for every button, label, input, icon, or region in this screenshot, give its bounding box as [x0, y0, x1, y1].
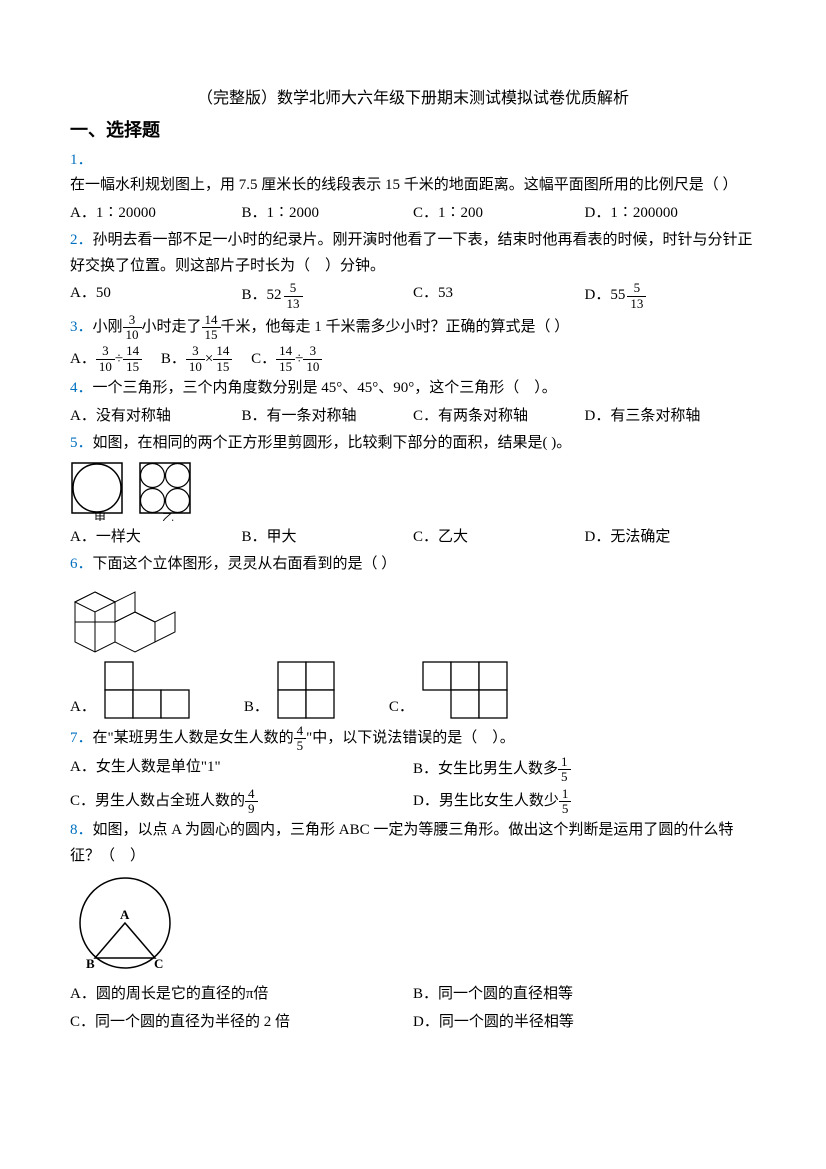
svg-text:B: B — [86, 956, 95, 971]
q5-optD: D．无法确定 — [585, 525, 757, 551]
q6-optA: A． — [70, 661, 194, 721]
question-6: 6．下面这个立体图形，灵灵从右面看到的是（ ） — [70, 552, 756, 578]
q4-options: A．没有对称轴 B．有一条对称轴 C．有两条对称轴 D．有三条对称轴 — [70, 404, 756, 430]
q7-options-1: A．女生人数是单位"1" B．女生比男生人数多15 — [70, 755, 756, 785]
q8-optD: D．同一个圆的半径相等 — [413, 1010, 756, 1036]
q6-options: A． B． C． — [70, 661, 756, 721]
q2-text: 孙明去看一部不足一小时的纪录片。刚开演时他看了一下表，结束时他再看表的时候，时针… — [70, 232, 753, 274]
question-5: 5．如图，在相同的两个正方形里剪圆形，比较剩下部分的面积，结果是( )。 — [70, 431, 756, 457]
question-2: 2．孙明去看一部不足一小时的纪录片。刚开演时他看了一下表，结束时他再看表的时候，… — [70, 228, 756, 279]
q5-num: 5． — [70, 435, 93, 451]
svg-text:乙: 乙 — [162, 511, 174, 521]
q8-text: 如图，以点 A 为圆心的圆内，三角形 ABC 一定为等腰三角形。做出这个判断是运… — [70, 822, 733, 864]
doc-title: （完整版）数学北师大六年级下册期末测试模拟试卷优质解析 — [70, 85, 756, 112]
q1-num: 1． — [70, 152, 93, 168]
q8-options-2: C．同一个圆的直径为半径的 2 倍 D．同一个圆的半径相等 — [70, 1010, 756, 1036]
q4-optD: D．有三条对称轴 — [585, 404, 757, 430]
q2-options: A．50 B．52513 C．53 D．55513 — [70, 281, 756, 311]
q2-optD: D．55513 — [585, 281, 757, 311]
q2-optC: C．53 — [413, 281, 585, 311]
q1-optA: A．1∶20000 — [70, 201, 242, 227]
q6-text: 下面这个立体图形，灵灵从右面看到的是（ ） — [93, 556, 397, 572]
question-7: 7．在"某班男生人数是女生人数的45"中，以下说法错误的是（ ）。 — [70, 724, 756, 754]
q8-optA: A．圆的周长是它的直径的π倍 — [70, 982, 413, 1008]
q5-optC: C．乙大 — [413, 525, 585, 551]
q7-options-2: C．男生人数占全班人数的49 D．男生比女生人数少15 — [70, 787, 756, 817]
svg-text:A: A — [120, 907, 130, 922]
svg-text:C: C — [154, 956, 163, 971]
q4-num: 4． — [70, 380, 93, 396]
q6-num: 6． — [70, 556, 93, 572]
q7-optB: B．女生比男生人数多15 — [413, 755, 756, 785]
q7-num: 7． — [70, 730, 93, 746]
q6-optB: B． — [244, 661, 339, 721]
question-3: 3．小刚310小时走了1415千米，他每走 1 千米需多少小时？正确的算式是（ … — [70, 313, 756, 343]
question-4: 4．一个三角形，三个内角度数分别是 45°、45°、90°，这个三角形（ ）。 — [70, 376, 756, 402]
q2-num: 2． — [70, 232, 93, 248]
question-8: 8．如图，以点 A 为圆心的圆内，三角形 ABC 一定为等腰三角形。做出这个判断… — [70, 818, 756, 869]
q1-text: 在一幅水利规划图上，用 7.5 厘米长的线段表示 15 千米的地面距离。这幅平面… — [70, 177, 738, 193]
q1-optD: D．1∶200000 — [585, 201, 757, 227]
q5-text: 如图，在相同的两个正方形里剪圆形，比较剩下部分的面积，结果是( )。 — [93, 435, 572, 451]
q3-optB: B．310×1415 — [161, 351, 232, 367]
q3-optC: C．1415÷310 — [251, 351, 322, 367]
q2-optB: B．52513 — [242, 281, 414, 311]
q3-optA: A．310÷1415 — [70, 351, 142, 367]
q4-optB: B．有一条对称轴 — [242, 404, 414, 430]
q5-figure: 甲 乙 — [70, 461, 756, 521]
q8-figure: A B C — [70, 873, 756, 978]
q8-optC: C．同一个圆的直径为半径的 2 倍 — [70, 1010, 413, 1036]
q4-optA: A．没有对称轴 — [70, 404, 242, 430]
q8-options-1: A．圆的周长是它的直径的π倍 B．同一个圆的直径相等 — [70, 982, 756, 1008]
q4-text: 一个三角形，三个内角度数分别是 45°、45°、90°，这个三角形（ ）。 — [93, 380, 557, 396]
q1-optC: C．1∶200 — [413, 201, 585, 227]
q7-optC: C．男生人数占全班人数的49 — [70, 787, 413, 817]
question-1: 1． 在一幅水利规划图上，用 7.5 厘米长的线段表示 15 千米的地面距离。这幅… — [70, 148, 756, 199]
q2-optA: A．50 — [70, 281, 242, 311]
q6-optC: C． — [389, 661, 512, 721]
q3-options: A．310÷1415 B．310×1415 C．1415÷310 — [70, 344, 756, 374]
q6-figure — [70, 582, 756, 657]
section-header: 一、选择题 — [70, 115, 756, 146]
q8-num: 8． — [70, 822, 93, 838]
svg-text:甲: 甲 — [94, 511, 106, 521]
q7-optA: A．女生人数是单位"1" — [70, 755, 413, 785]
q4-optC: C．有两条对称轴 — [413, 404, 585, 430]
q1-optB: B．1∶2000 — [242, 201, 414, 227]
q5-optB: B．甲大 — [242, 525, 414, 551]
q1-options: A．1∶20000 B．1∶2000 C．1∶200 D．1∶200000 — [70, 201, 756, 227]
q5-optA: A．一样大 — [70, 525, 242, 551]
q3-num: 3． — [70, 319, 93, 335]
q8-optB: B．同一个圆的直径相等 — [413, 982, 756, 1008]
q5-options: A．一样大 B．甲大 C．乙大 D．无法确定 — [70, 525, 756, 551]
q7-optD: D．男生比女生人数少15 — [413, 787, 756, 817]
